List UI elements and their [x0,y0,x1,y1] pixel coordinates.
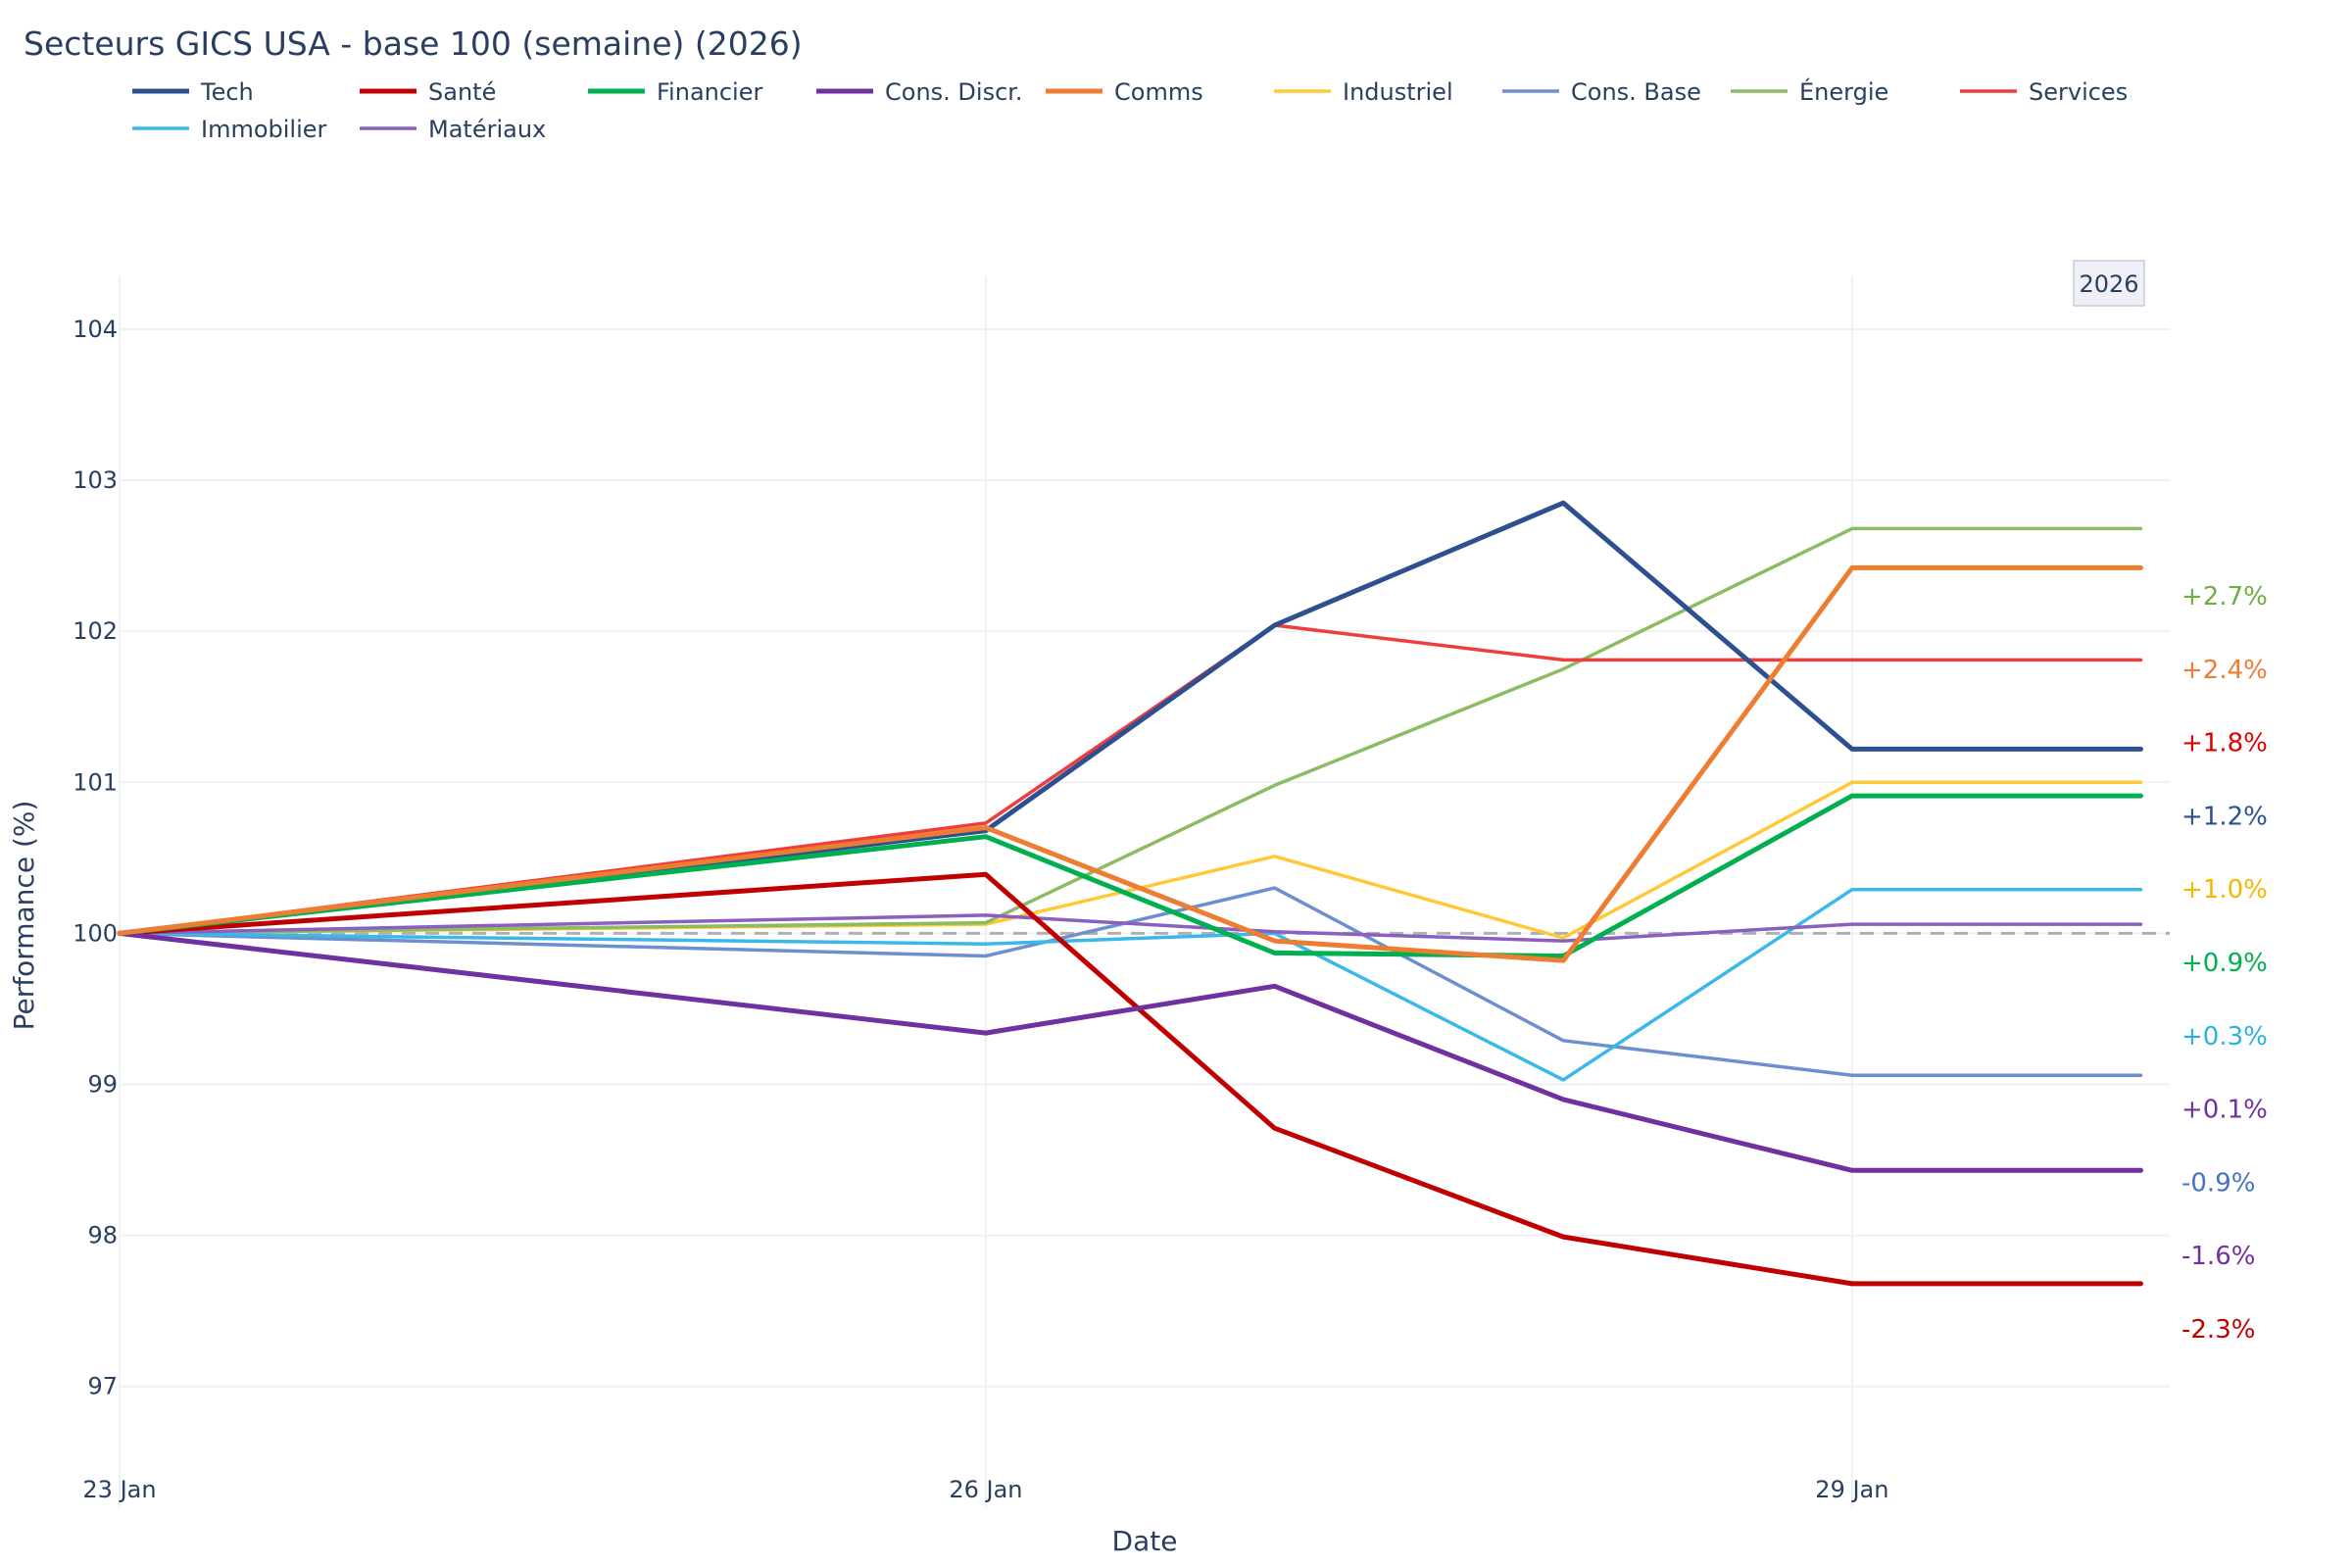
y-tick-label: 97 [87,1373,118,1400]
series-line-tech [117,500,2143,936]
end-value-labels: +2.7% +2.4% +1.8% +1.2% +1.0% +0.9% +0.3% +0.1%… [2181,582,2268,1345]
legend-label: Services [2029,78,2128,106]
series-line-comms [117,564,2143,963]
legend[interactable]: Tech Santé Financier Cons. Discr. Comms Indus… [132,77,2128,143]
y-tick-label: 102 [73,617,118,645]
year-badge-text: 2026 [2079,270,2138,298]
end-value-label: +1.0% [2181,875,2268,905]
end-value-label: +1.8% [2181,729,2268,759]
legend-label: Financier [657,78,762,106]
legend-item[interactable]: Financier [588,78,762,106]
legend-label: Immobilier [201,116,327,143]
y-tick-label: 100 [73,919,118,947]
legend-label: Énergie [1799,77,1888,106]
series-line-cons-base [118,886,2143,1077]
end-value-label: +1.2% [2181,802,2268,831]
end-value-label: +2.7% [2181,582,2268,612]
legend-item[interactable]: Industriel [1274,78,1453,106]
legend-label: Tech [200,78,254,106]
x-tick-labels: 23 Jan 26 Jan 29 Jan [82,1476,1888,1503]
end-value-label: +2.4% [2181,656,2268,685]
series-lines [117,500,2143,1287]
year-badge-box [2073,260,2145,307]
legend-item[interactable]: Tech [132,78,254,106]
series-line-financier [117,793,2143,958]
x-tick-label: 26 Jan [949,1476,1022,1503]
legend-item[interactable]: Santé [360,78,496,106]
legend-item[interactable]: Cons. Discr. [816,78,1023,106]
y-tick-label: 103 [73,466,118,494]
legend-item[interactable]: Comms [1046,78,1203,106]
end-value-label: -0.9% [2181,1168,2255,1198]
legend-label: Comms [1114,78,1203,106]
chart-title: Secteurs GICS USA - base 100 (semaine) (… [24,24,803,63]
legend-label: Cons. Discr. [885,78,1023,106]
legend-label: Santé [428,78,496,106]
legend-item[interactable]: Immobilier [132,116,327,143]
legend-label: Matériaux [428,116,546,143]
series-line-mat-riaux [118,913,2143,943]
legend-label: Cons. Base [1571,78,1701,106]
y-tick-labels: 97 98 99 100 101 102 103 104 [73,316,118,1400]
legend-item[interactable]: Énergie [1731,77,1888,106]
series-line--nergie [118,526,2143,936]
legend-item[interactable]: Cons. Base [1502,78,1701,106]
y-axis-title: Performance (%) [8,801,40,1031]
series-line-sant- [117,871,2143,1287]
y-tick-label: 98 [87,1222,118,1250]
end-value-label: -2.3% [2181,1315,2255,1345]
series-line-immobilier [118,887,2143,1082]
end-value-label: +0.3% [2181,1022,2268,1052]
x-axis-title: Date [1112,1525,1178,1557]
series-line-cons-discr- [117,930,2143,1173]
y-tick-label: 99 [87,1070,118,1098]
x-tick-label: 23 Jan [82,1476,156,1503]
gridlines [119,276,2170,1507]
end-value-label: +0.9% [2181,949,2268,978]
series-line-services [118,623,2143,936]
end-value-label: +0.1% [2181,1096,2268,1125]
y-tick-label: 101 [73,768,118,796]
x-tick-label: 29 Jan [1815,1476,1888,1503]
end-value-label: -1.6% [2181,1242,2255,1271]
y-tick-label: 104 [73,316,118,343]
legend-item[interactable]: Matériaux [360,116,546,143]
legend-item[interactable]: Services [1960,78,2128,106]
year-badge: 2026 [2073,260,2145,307]
legend-label: Industriel [1343,78,1453,106]
